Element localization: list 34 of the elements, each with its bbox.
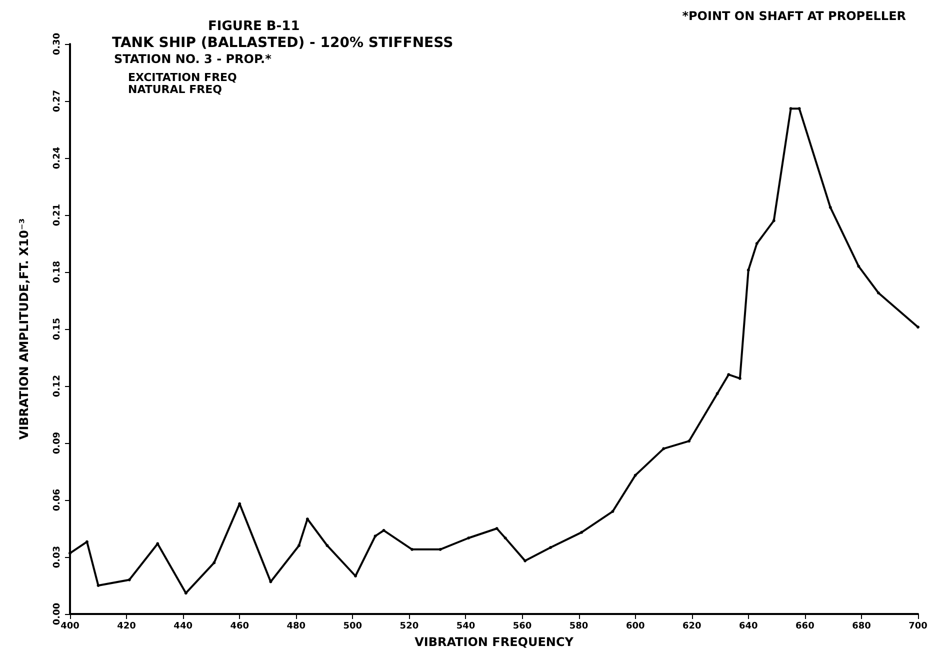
y-tick-label: 0.12: [52, 374, 62, 398]
x-tick-label: 440: [174, 622, 192, 632]
y-tick-label: 0.30: [52, 32, 62, 56]
y-tick-label: 0.06: [52, 488, 62, 512]
x-tick-label: 660: [796, 622, 814, 632]
x-tick-label: 680: [852, 622, 871, 632]
x-tick-label: 620: [682, 622, 702, 632]
y-tick-label: 0.00: [52, 602, 62, 626]
x-tick-label: 560: [512, 622, 532, 632]
y-axis-title: VIBRATION AMPLITUDE,FT. X10⁻³: [17, 218, 31, 440]
x-tick-label: 580: [569, 622, 588, 632]
x-tick-label: 500: [343, 622, 362, 632]
chart-title: FIGURE B-11: [208, 19, 300, 34]
x-tick-label: 420: [117, 622, 136, 632]
x-tick-label: 400: [60, 622, 80, 632]
x-tick-label: 600: [626, 622, 645, 632]
y-tick-label: 0.24: [52, 146, 62, 170]
y-tick-label: 0.21: [52, 204, 62, 226]
x-axis-title: VIBRATION FREQUENCY: [414, 634, 574, 649]
x-tick-label: 540: [456, 622, 476, 632]
annotation: NATURAL FREQ: [128, 83, 222, 96]
y-tick-label: 0.18: [52, 260, 62, 284]
x-tick-label: 520: [400, 622, 419, 632]
annotation: EXCITATION FREQ: [128, 71, 237, 84]
y-tick-label: 0.15: [52, 318, 62, 340]
chart-subtitle: TANK SHIP (BALLASTED) - 120% STIFFNESS STATION NO. 3 - PROP.*: [112, 35, 454, 66]
text: *POINT ON SHAFT AT PROPELLER: [682, 9, 906, 23]
y-tick-label: 0.27: [52, 90, 62, 112]
y-tick-label: 0.09: [52, 432, 62, 454]
x-tick-label: 460: [230, 622, 249, 632]
x-tick-label: 700: [908, 622, 928, 632]
y-tick-label: 0.03: [52, 546, 62, 568]
x-tick-label: 640: [739, 622, 758, 632]
x-tick-label: 480: [286, 622, 306, 632]
